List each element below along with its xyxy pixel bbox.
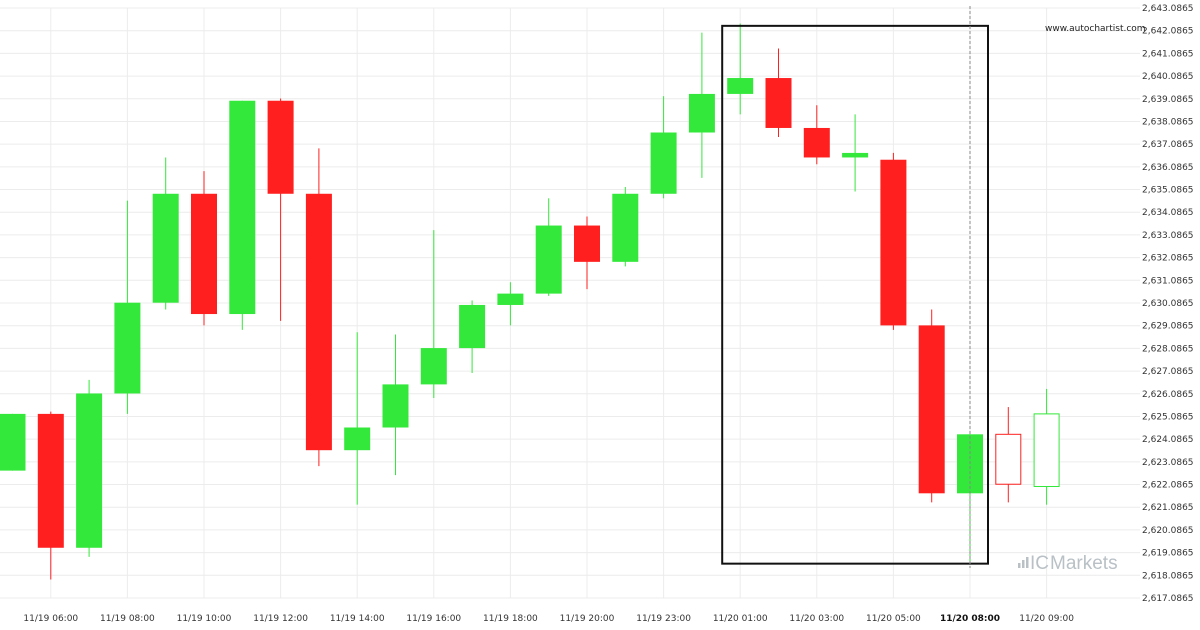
- pattern-overlay: [721, 6, 989, 568]
- candle-body: [0, 413, 26, 471]
- brand-name: Markets: [1050, 553, 1118, 574]
- candle-body: [688, 93, 715, 133]
- y-tick-label: 2,617.0865: [1142, 594, 1194, 604]
- candle-body: [765, 78, 792, 128]
- x-tick-label: 11/19 23:00: [636, 614, 691, 624]
- y-tick-label: 2,638.0865: [1142, 117, 1194, 127]
- grid-lines: [0, 7, 1140, 599]
- y-tick-label: 2,630.0865: [1142, 299, 1194, 309]
- y-tick-label: 2,636.0865: [1142, 163, 1194, 173]
- y-tick-label: 2,624.0865: [1142, 435, 1194, 445]
- y-tick-label: 2,627.0865: [1142, 367, 1194, 377]
- x-tick-label: 11/20 03:00: [789, 614, 844, 624]
- candle-body: [459, 304, 486, 349]
- candle-body: [574, 225, 600, 262]
- y-tick-label: 2,642.0865: [1142, 27, 1194, 37]
- y-tick-label: 2,622.0865: [1142, 481, 1194, 491]
- y-tick-label: 2,628.0865: [1142, 344, 1194, 354]
- y-tick-label: 2,633.0865: [1142, 231, 1194, 241]
- y-tick-label: 2,626.0865: [1142, 390, 1194, 400]
- candle-body: [918, 325, 945, 494]
- candle-body: [267, 100, 294, 194]
- candles-layer: [0, 23, 1060, 580]
- candle-body: [803, 127, 830, 158]
- brand-logo: IC Markets: [1018, 553, 1118, 574]
- y-tick-label: 2,623.0865: [1142, 458, 1194, 468]
- y-tick-label: 2,635.0865: [1142, 186, 1194, 196]
- brand-prefix: IC: [1030, 553, 1049, 574]
- candle-body-projected: [1033, 413, 1060, 488]
- x-tick-label: 11/20 05:00: [866, 614, 921, 624]
- y-tick-label: 2,634.0865: [1142, 208, 1194, 218]
- candle-body: [497, 293, 524, 305]
- y-tick-label: 2,629.0865: [1142, 322, 1194, 332]
- y-tick-label: 2,631.0865: [1142, 276, 1194, 286]
- candle-body: [535, 225, 562, 294]
- watermark-text: www.autochartist.com: [1045, 24, 1146, 34]
- x-tick-label: 11/19 14:00: [330, 614, 385, 624]
- brand-bars-icon: [1018, 557, 1029, 568]
- y-tick-label: 2,632.0865: [1142, 254, 1194, 264]
- candle-body: [880, 159, 907, 326]
- y-tick-label: 2,618.0865: [1142, 571, 1194, 581]
- candle-body: [842, 152, 869, 158]
- y-tick-label: 2,639.0865: [1142, 95, 1194, 105]
- y-tick-label: 2,643.0865: [1142, 4, 1194, 14]
- x-axis: 11/19 06:00 11/19 08:00 11/19 10:00 11/19 1…: [23, 614, 1074, 624]
- candle-body: [650, 132, 677, 194]
- candle-body: [152, 193, 179, 303]
- y-axis: 2,643.0865 2,642.0865 2,641.0865 2,640.0865…: [1142, 4, 1194, 604]
- pattern-box: [721, 24, 989, 565]
- candle-body: [114, 302, 141, 394]
- candle-body: [191, 193, 217, 315]
- y-tick-label: 2,620.0865: [1142, 526, 1194, 536]
- candle-body: [612, 193, 639, 262]
- y-tick-label: 2,621.0865: [1142, 503, 1194, 513]
- y-tick-label: 2,640.0865: [1142, 72, 1194, 82]
- candle-body: [382, 384, 409, 428]
- x-tick-label: 11/19 16:00: [406, 614, 461, 624]
- x-tick-label: 11/20 01:00: [713, 614, 768, 624]
- x-tick-label: 11/19 18:00: [483, 614, 538, 624]
- y-tick-label: 2,641.0865: [1142, 49, 1194, 59]
- x-tick-label: 11/19 20:00: [560, 614, 615, 624]
- x-tick-label: 11/19 08:00: [100, 614, 155, 624]
- y-tick-label: 2,625.0865: [1142, 412, 1194, 422]
- x-tick-label: 11/19 12:00: [253, 614, 308, 624]
- candle-body: [229, 100, 256, 315]
- candle-body: [76, 393, 103, 548]
- candle-body: [727, 78, 754, 94]
- candle-body-projected: [995, 433, 1022, 485]
- candle-body: [420, 348, 447, 385]
- candle-body: [37, 413, 64, 548]
- x-tick-label: 11/20 08:00: [940, 614, 1000, 624]
- y-tick-label: 2,619.0865: [1142, 549, 1194, 559]
- y-tick-label: 2,637.0865: [1142, 140, 1194, 150]
- x-tick-label: 11/19 06:00: [23, 614, 78, 624]
- candle-body: [344, 427, 371, 451]
- x-tick-label: 11/19 10:00: [177, 614, 232, 624]
- candle-body: [305, 193, 332, 451]
- x-tick-label: 11/20 09:00: [1019, 614, 1074, 624]
